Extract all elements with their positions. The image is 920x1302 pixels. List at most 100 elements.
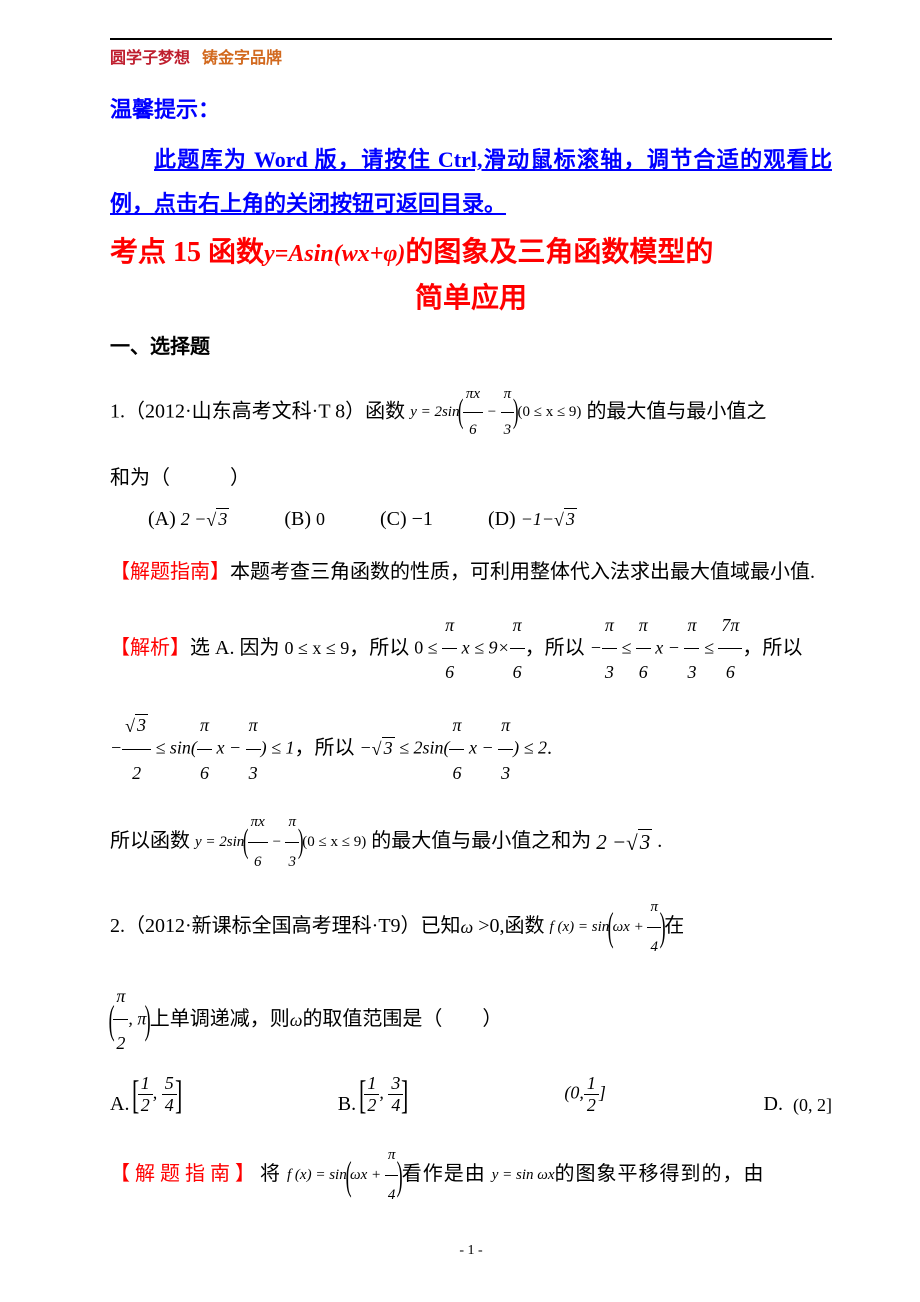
optA-label: A.: [110, 1093, 129, 1116]
d: 2: [364, 1094, 379, 1116]
n: 1: [364, 1073, 379, 1094]
analysis-label: 【解析】: [110, 636, 190, 658]
rparen-icon: ): [397, 1159, 403, 1193]
t: 上单调递减，则: [150, 1008, 290, 1030]
q2-stem: 2.（2012·新课标全国高考理科·T9）已知ω >0,函数 f (x) = s…: [110, 888, 832, 967]
d: 6: [449, 749, 464, 797]
q1-frac1: πx6: [463, 377, 483, 449]
optB-label: B.: [338, 1093, 356, 1116]
p: (0,: [564, 1083, 584, 1103]
q2-optD: D. (0, 2]: [764, 1093, 832, 1116]
d: 6: [442, 648, 457, 696]
r: 3: [638, 829, 653, 854]
n: π: [113, 973, 128, 1020]
n: π: [684, 602, 699, 649]
t: 的取值范围是（ ）: [302, 1008, 502, 1030]
d: 3: [246, 749, 261, 797]
q2-prefix: 2.（2012·新课标全国高考理科·T9）已知: [110, 915, 461, 937]
n: 7π: [718, 602, 742, 649]
doc-title-line1: 考点 15 函数y=Asin(wx+φ)的图象及三角函数模型的: [110, 232, 832, 274]
q2-hint: 【解题指南】将 f (x) = sin(ωx + π4) 看作是由 y = si…: [110, 1136, 832, 1215]
d: 3: [498, 749, 513, 797]
n: π: [246, 702, 261, 749]
q1-stem2: 和为（ ）: [110, 455, 832, 502]
frac: πx6: [248, 803, 268, 882]
t: 将: [260, 1163, 281, 1185]
optD-label: (D): [488, 508, 516, 530]
optD-label: D.: [764, 1093, 783, 1116]
q1-func2: y = 2sin(πx6 − π3)(0 ≤ x ≤ 9): [195, 803, 366, 882]
t: ，所以: [295, 737, 355, 759]
q2-fx2: f (x) = sin(ωx + π4): [287, 1136, 402, 1215]
q1-stem: 1.（2012·山东高考文科·T 8）函数 y = 2sin(πx6 − π3)…: [110, 377, 832, 449]
tip-body: 此题库为 Word 版，请按住 Ctrl,滑动鼠标滚轴，调节合适的观看比例，点击…: [110, 138, 832, 226]
d: 3: [602, 648, 617, 696]
ie4: −32 ≤ sin(π6 x − π3) ≤ 1: [110, 702, 295, 797]
hint-label: 【解题指南】: [110, 561, 230, 583]
ie5: −3 ≤ 2sin(π6 x − π3) ≤ 2: [360, 702, 548, 797]
d: 6: [636, 648, 651, 696]
frac: π3: [246, 702, 261, 797]
sqrt-icon: 3: [372, 725, 395, 772]
optD-val: (0, 2]: [793, 1095, 832, 1116]
frac: π6: [510, 602, 525, 697]
n: π: [197, 702, 212, 749]
p: −: [360, 738, 372, 758]
section-heading: 一、选择题: [110, 330, 832, 359]
q1-optB: (B) 0: [284, 508, 325, 531]
d: 2: [584, 1094, 599, 1116]
motto-orange: 铸金字品牌: [202, 50, 282, 67]
t: ，所以: [349, 636, 409, 658]
frac: π2: [113, 973, 128, 1068]
header-motto: 圆学子梦想 铸金字品牌: [110, 44, 832, 68]
rparen-icon: ): [513, 397, 519, 428]
p: ≤: [704, 637, 714, 657]
title-formula: y=Asin(wx+φ): [264, 241, 405, 267]
p: x −: [216, 738, 241, 758]
fx: f (x) = sin: [287, 1167, 347, 1183]
rparen-icon: ): [145, 1003, 151, 1037]
frac: 32: [122, 702, 151, 797]
den: 6: [463, 412, 483, 448]
lparen-icon: (: [608, 910, 614, 944]
n: π: [510, 602, 525, 649]
d: 6: [248, 842, 268, 882]
q2-optB: B. [12, 34]: [338, 1073, 407, 1116]
lparen-icon: (: [243, 827, 249, 858]
d: 2: [122, 749, 151, 797]
frac: π6: [197, 702, 212, 797]
q1-func: y = 2sin(πx6 − π3)(0 ≤ x ≤ 9): [410, 377, 581, 449]
r: 3: [382, 737, 395, 758]
lbracket-icon: [: [132, 1078, 139, 1112]
t: 的图象平移得到的，由: [555, 1163, 765, 1185]
page: 圆学子梦想 铸金字品牌 温馨提示： 此题库为 Word 版，请按住 Ctrl,滑…: [0, 0, 920, 1289]
p: 2 −: [596, 830, 626, 854]
p: x −: [469, 738, 494, 758]
q1-prefix: 1.（2012·山东高考文科·T 8）函数: [110, 400, 405, 422]
frac: 12: [364, 1073, 379, 1116]
t: 所以函数: [110, 830, 190, 852]
page-number: - 1 -: [110, 1243, 832, 1259]
optB-val: [12, 34]: [361, 1073, 407, 1116]
ie1: 0 ≤ x ≤ 9: [284, 625, 349, 672]
n: π: [442, 602, 457, 649]
t: ，所以: [742, 636, 802, 658]
hint-label: 【解题指南】: [110, 1163, 260, 1185]
p: y = 2sin: [195, 834, 244, 850]
n: πx: [248, 803, 268, 842]
d: 6: [197, 749, 212, 797]
rbracket-icon: ]: [401, 1078, 408, 1112]
d: 6: [718, 648, 742, 696]
t: 在: [664, 915, 684, 937]
frac: π3: [602, 602, 617, 697]
frac: π6: [636, 602, 651, 697]
q1-hint: 【解题指南】本题考查三角函数的性质，可利用整体代入法求出最大值域最小值.: [110, 549, 832, 596]
optB-val: 0: [316, 509, 325, 530]
g: y = sin ωx: [492, 1156, 555, 1195]
frac: π3: [684, 602, 699, 697]
optA-val: [12, 54]: [134, 1073, 180, 1116]
d: 2: [138, 1094, 153, 1116]
doc-title-line2: 简单应用: [110, 276, 832, 316]
n: π: [449, 702, 464, 749]
p: ≤ sin(: [156, 738, 197, 758]
